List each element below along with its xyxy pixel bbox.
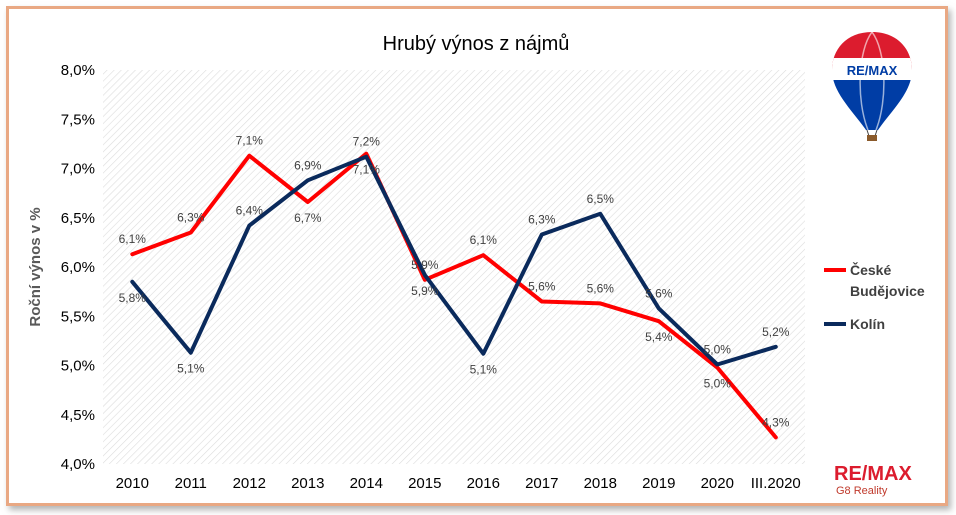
x-tick-label: 2010 — [116, 475, 149, 492]
balloon-logo-text: RE/MAX — [847, 63, 898, 78]
x-tick-label: 2016 — [467, 475, 500, 492]
chart-title: Hrubý výnos z nájmů — [383, 33, 570, 55]
legend: České Budějovice Kolín — [824, 261, 925, 332]
x-axis-ticks: 2010 2011 2012 2013 2014 2015 2016 2017 2018 2019… — [116, 475, 801, 492]
data-label: 5,2% — [762, 325, 790, 339]
data-label: 5,6% — [645, 286, 673, 300]
brand-logo-text: RE/MAX — [834, 463, 912, 485]
remax-g8-logo: RE/MAX G8 Reality — [834, 463, 912, 497]
y-tick-label: 7,0% — [61, 161, 95, 178]
data-label: 4,3% — [762, 415, 790, 429]
data-label: 5,6% — [587, 281, 615, 295]
data-label: 6,5% — [587, 192, 615, 206]
brand-sub-text: G8 Reality — [836, 485, 888, 497]
y-tick-label: 5,5% — [61, 308, 95, 325]
data-label: 6,1% — [119, 232, 147, 246]
x-tick-label: 2013 — [291, 475, 324, 492]
data-label: 6,9% — [294, 158, 322, 172]
y-tick-label: 5,0% — [61, 358, 95, 375]
x-tick-label: 2015 — [408, 475, 441, 492]
legend-label-ceske-budejovice: České Budějovice — [850, 261, 925, 299]
series-line-ceske-budejovice — [130, 151, 778, 440]
data-labels: 6,1% 6,3% 7,1% 6,7% 7,1% 5,9% 6,1% 5,6% 5,6% 5,4%… — [119, 134, 790, 430]
data-label: 5,6% — [528, 279, 556, 293]
x-tick-label: 2012 — [233, 475, 266, 492]
x-tick-label: 2018 — [584, 475, 617, 492]
data-label: 5,9% — [411, 258, 439, 272]
y-axis-label: Roční výnos v % — [27, 207, 44, 326]
y-tick-label: 6,0% — [61, 259, 95, 276]
data-label: 7,2% — [353, 135, 381, 149]
data-label: 5,1% — [177, 362, 205, 376]
y-tick-label: 4,5% — [61, 407, 95, 424]
x-tick-label: 2017 — [525, 475, 558, 492]
series-line-kolin — [130, 154, 778, 367]
data-label: 5,8% — [119, 291, 147, 305]
x-tick-label: III.2020 — [751, 475, 801, 492]
data-label: 5,9% — [411, 284, 439, 298]
legend-label-kolin: Kolín — [850, 316, 885, 332]
x-tick-label: 2019 — [642, 475, 675, 492]
data-label: 6,4% — [236, 204, 264, 218]
remax-balloon-logo: RE/MAX — [832, 32, 912, 141]
data-label: 5,0% — [704, 376, 732, 390]
y-tick-label: 7,5% — [61, 111, 95, 128]
x-tick-label: 2011 — [175, 475, 207, 492]
y-axis-ticks: 4,0% 4,5% 5,0% 5,5% 6,0% 6,5% 7,0% 7,5% 8,0% — [61, 62, 95, 473]
data-label: 5,4% — [645, 330, 673, 344]
data-label: 5,1% — [470, 363, 498, 377]
data-label: 6,7% — [294, 211, 322, 225]
data-label: 5,0% — [704, 343, 732, 357]
y-tick-label: 4,0% — [61, 456, 95, 473]
series-lines — [130, 151, 778, 440]
y-tick-label: 6,5% — [61, 210, 95, 227]
data-label: 6,3% — [177, 211, 205, 225]
data-label: 6,1% — [470, 233, 498, 247]
data-label: 7,1% — [236, 134, 264, 148]
x-tick-label: 2020 — [701, 475, 734, 492]
data-label: 7,1% — [353, 163, 381, 177]
y-tick-label: 8,0% — [61, 62, 95, 79]
data-label: 6,3% — [528, 212, 556, 226]
x-tick-label: 2014 — [350, 475, 383, 492]
